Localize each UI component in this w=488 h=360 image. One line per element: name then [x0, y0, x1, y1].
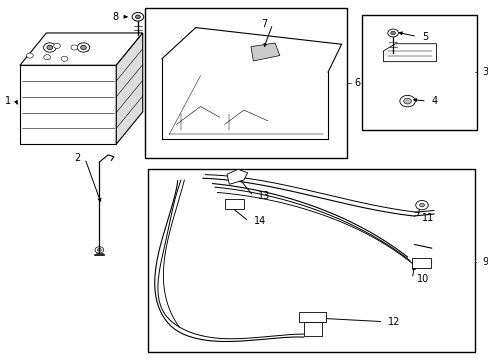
- Circle shape: [97, 248, 101, 251]
- Circle shape: [387, 29, 398, 37]
- Text: 14: 14: [253, 216, 265, 226]
- Circle shape: [419, 203, 424, 207]
- Text: 8: 8: [112, 12, 119, 22]
- Circle shape: [71, 45, 78, 50]
- Circle shape: [415, 201, 427, 210]
- Text: 10: 10: [416, 274, 428, 284]
- Circle shape: [81, 45, 86, 50]
- Polygon shape: [20, 33, 142, 65]
- Bar: [411, 258, 430, 268]
- Bar: [304, 322, 322, 336]
- Circle shape: [95, 247, 103, 253]
- Bar: [361, 15, 476, 130]
- Text: 1: 1: [5, 96, 11, 106]
- Circle shape: [390, 31, 395, 35]
- Polygon shape: [383, 44, 436, 62]
- Circle shape: [44, 55, 50, 60]
- Text: 3: 3: [481, 67, 488, 77]
- Circle shape: [403, 98, 410, 104]
- Text: 7: 7: [261, 19, 267, 29]
- Circle shape: [47, 45, 53, 50]
- Text: 12: 12: [387, 317, 400, 327]
- Bar: [224, 199, 244, 209]
- Bar: [145, 8, 346, 158]
- Text: 2: 2: [74, 153, 80, 163]
- Text: 4: 4: [431, 96, 437, 106]
- Circle shape: [43, 43, 56, 52]
- Circle shape: [132, 13, 143, 21]
- Text: 9: 9: [481, 257, 488, 267]
- Polygon shape: [226, 169, 247, 184]
- Circle shape: [26, 53, 33, 58]
- Polygon shape: [116, 33, 142, 144]
- Bar: [147, 169, 474, 352]
- Bar: [299, 312, 325, 322]
- Polygon shape: [250, 43, 279, 61]
- Polygon shape: [20, 65, 116, 144]
- Circle shape: [77, 43, 90, 52]
- Text: 13: 13: [258, 191, 270, 201]
- Circle shape: [61, 56, 68, 61]
- Circle shape: [399, 95, 414, 107]
- Text: 6: 6: [354, 78, 360, 88]
- Text: 5: 5: [421, 32, 427, 41]
- Circle shape: [54, 43, 61, 48]
- Text: 11: 11: [421, 213, 433, 222]
- Circle shape: [135, 15, 140, 19]
